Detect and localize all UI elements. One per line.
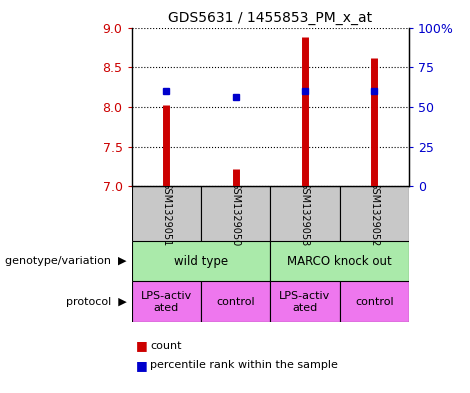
Text: GSM1329052: GSM1329052 (369, 181, 379, 246)
Text: MARCO knock out: MARCO knock out (287, 255, 392, 268)
Bar (201, 281, 270, 322)
Text: percentile rank within the sample: percentile rank within the sample (150, 360, 338, 371)
Bar (339, 186, 409, 241)
Title: GDS5631 / 1455853_PM_x_at: GDS5631 / 1455853_PM_x_at (168, 11, 372, 25)
Text: GSM1329053: GSM1329053 (300, 181, 310, 246)
Text: GSM1329050: GSM1329050 (231, 181, 241, 246)
Bar (339, 281, 409, 322)
Bar (132, 186, 201, 241)
Text: genotype/variation  ▶: genotype/variation ▶ (5, 256, 127, 266)
Text: LPS-activ
ated: LPS-activ ated (279, 291, 330, 313)
Text: control: control (216, 297, 255, 307)
Text: control: control (355, 297, 393, 307)
Bar (270, 281, 339, 322)
Bar (201, 186, 270, 241)
Text: wild type: wild type (174, 255, 228, 268)
Text: GSM1329051: GSM1329051 (161, 181, 171, 246)
Text: count: count (150, 341, 182, 351)
Text: ■: ■ (136, 359, 148, 372)
Bar (270, 241, 409, 281)
Bar (132, 281, 201, 322)
Bar (132, 241, 270, 281)
Text: ■: ■ (136, 339, 148, 353)
Text: LPS-activ
ated: LPS-activ ated (141, 291, 192, 313)
Text: protocol  ▶: protocol ▶ (66, 297, 127, 307)
Bar (270, 186, 339, 241)
